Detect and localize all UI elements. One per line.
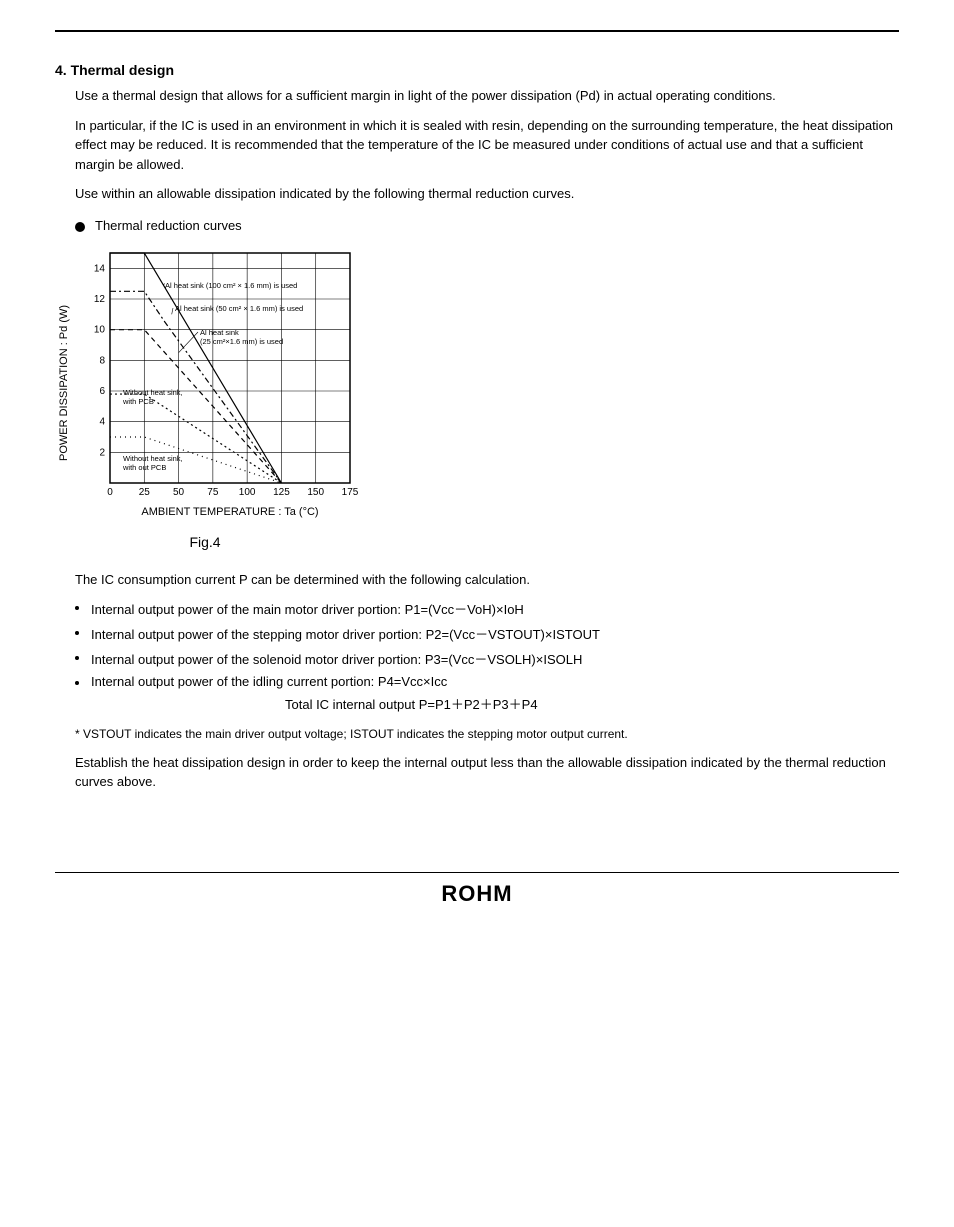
section-title: 4. Thermal design (55, 62, 899, 78)
bullet-thermal-curves: Thermal reduction curves (75, 218, 899, 233)
consumption-total: Total IC internal output P=P1＋P2＋P3＋P4 (285, 695, 899, 715)
consumption-item: Internal output power of the stepping mo… (55, 624, 899, 643)
svg-text:175: 175 (342, 487, 359, 498)
svg-text:75: 75 (207, 487, 219, 498)
svg-text:4: 4 (99, 416, 105, 427)
top-rule (55, 30, 899, 32)
bullet-label: Thermal reduction curves (95, 218, 242, 233)
chart-caption: Fig.4 (55, 534, 355, 550)
svg-text:2: 2 (99, 447, 105, 458)
consumption-item: Internal output power of the idling curr… (55, 674, 899, 689)
svg-text:Al heat sink: Al heat sink (200, 328, 239, 337)
consumption-closing: Establish the heat dissipation design in… (75, 753, 899, 792)
bullet-icon (75, 606, 79, 610)
rohm-logo: ROHM (441, 881, 512, 907)
consumption-note: * VSTOUT indicates the main driver outpu… (75, 725, 899, 743)
svg-text:Al heat sink (100 cm² × 1.6 mm: Al heat sink (100 cm² × 1.6 mm) is used (165, 281, 297, 290)
svg-text:Without heat sink,: Without heat sink, (123, 388, 183, 397)
para-1: Use a thermal design that allows for a s… (75, 86, 899, 106)
consumption-item-text: Internal output power of the idling curr… (91, 674, 447, 689)
svg-text:10: 10 (94, 324, 106, 335)
svg-text:POWER DISSIPATION : Pd (W): POWER DISSIPATION : Pd (W) (58, 304, 70, 460)
svg-text:with PCB: with PCB (122, 397, 154, 406)
svg-text:with out PCB: with out PCB (122, 463, 166, 472)
consumption-item-text: Internal output power of the main motor … (91, 599, 524, 618)
svg-text:0: 0 (107, 487, 113, 498)
chart-svg: POWER DISSIPATION : Pd (W) 2 4 6 8 10 12 14 0 2… (55, 243, 365, 523)
svg-text:6: 6 (99, 386, 105, 397)
svg-text:50: 50 (173, 487, 185, 498)
consumption-item: Internal output power of the main motor … (55, 599, 899, 618)
svg-text:AMBIENT TEMPERATURE : Ta (°C): AMBIENT TEMPERATURE : Ta (°C) (141, 506, 318, 518)
consumption-intro: The IC consumption current P can be dete… (75, 570, 899, 590)
svg-text:125: 125 (273, 487, 290, 498)
thermal-chart: POWER DISSIPATION : Pd (W) 2 4 6 8 10 12 14 0 2… (55, 243, 899, 550)
consumption-item-text: Internal output power of the solenoid mo… (91, 649, 582, 668)
bullet-icon (75, 656, 79, 660)
para-2: In particular, if the IC is used in an e… (75, 116, 899, 175)
consumption-list: Internal output power of the main motor … (55, 599, 899, 689)
svg-text:12: 12 (94, 294, 106, 305)
para-3: Use within an allowable dissipation indi… (75, 184, 899, 204)
svg-text:8: 8 (99, 355, 105, 366)
svg-text:(25 cm²×1.6 mm) is used: (25 cm²×1.6 mm) is used (200, 337, 283, 346)
bullet-icon (75, 222, 85, 232)
footer: ROHM (55, 881, 899, 907)
svg-text:150: 150 (307, 487, 324, 498)
consumption-item-text: Internal output power of the stepping mo… (91, 624, 600, 643)
bullet-icon (75, 631, 79, 635)
svg-text:14: 14 (94, 263, 106, 274)
consumption-item: Internal output power of the solenoid mo… (55, 649, 899, 668)
svg-text:25: 25 (139, 487, 151, 498)
svg-text:Al heat sink (50 cm² × 1.6 mm): Al heat sink (50 cm² × 1.6 mm) is used (175, 304, 303, 313)
svg-text:Without heat sink,: Without heat sink, (123, 454, 183, 463)
bullet-icon (75, 681, 79, 685)
svg-text:100: 100 (239, 487, 256, 498)
bottom-rule (55, 872, 899, 873)
